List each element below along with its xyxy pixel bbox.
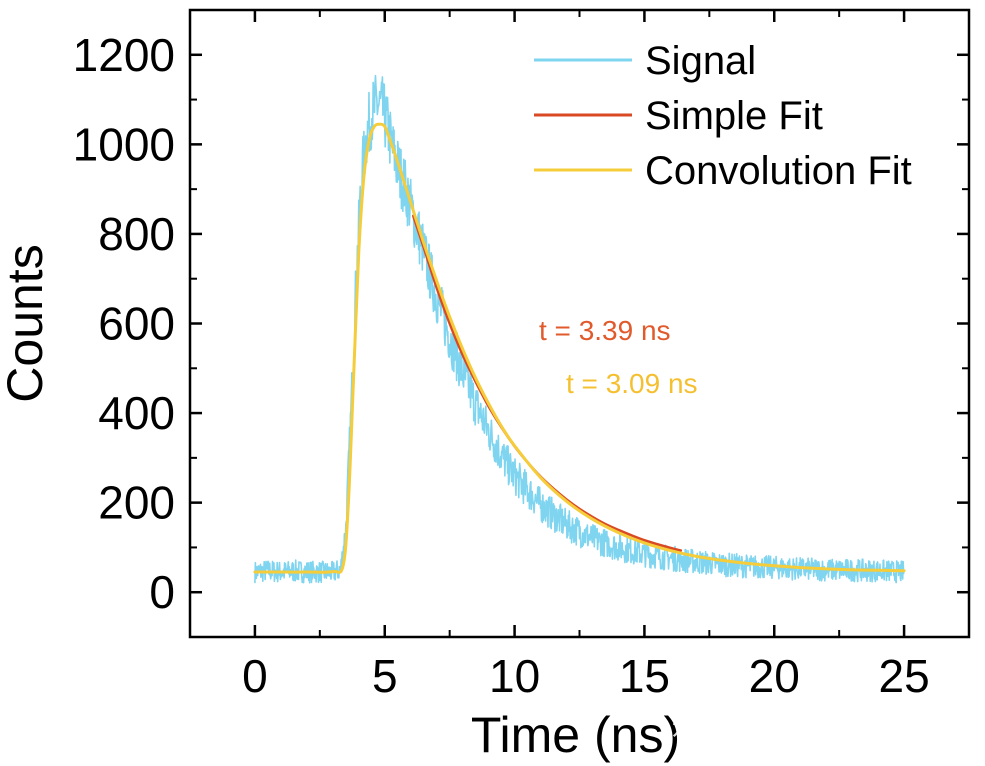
y-tick-label: 1000 [73, 118, 175, 170]
y-axis-title: Counts [0, 244, 53, 402]
legend-label-convolution-fit: Convolution Fit [645, 149, 912, 193]
convolution-fit-lifetime-annotation: t = 3.09 ns [566, 368, 698, 399]
y-tick-label: 800 [98, 208, 175, 260]
y-tick-label: 600 [98, 298, 175, 350]
x-tick-label: 10 [489, 650, 540, 702]
x-tick-label: 25 [878, 650, 929, 702]
x-tick-label: 5 [372, 650, 398, 702]
x-axis-title: Time (ns) [471, 707, 680, 763]
signal-series-line [254, 74, 905, 584]
axes: 0 5 10 15 20 25 0 200 400 600 800 1000 1200 Time (ns)… [0, 8, 971, 763]
y-tick-label: 400 [98, 387, 175, 439]
y-tick-label: 1200 [73, 29, 175, 81]
x-tick-label: 15 [619, 650, 670, 702]
legend-label-simple-fit: Simple Fit [645, 94, 823, 138]
x-tick-label: 0 [242, 650, 268, 702]
x-tick-label: 20 [749, 650, 800, 702]
watermark-text: 知乎 @酸溜溜的萌柠檬 [672, 711, 951, 742]
simple-fit-lifetime-annotation: t = 3.39 ns [539, 315, 671, 346]
series-layer [253, 74, 906, 584]
legend: Signal Simple Fit Convolution Fit [534, 39, 912, 193]
y-tick-label: 200 [98, 477, 175, 529]
legend-label-signal: Signal [645, 39, 756, 83]
annotations: t = 3.39 ns t = 3.09 ns [539, 315, 698, 399]
y-tick-label: 0 [149, 566, 175, 618]
convolution-fit-series-line [253, 122, 906, 574]
